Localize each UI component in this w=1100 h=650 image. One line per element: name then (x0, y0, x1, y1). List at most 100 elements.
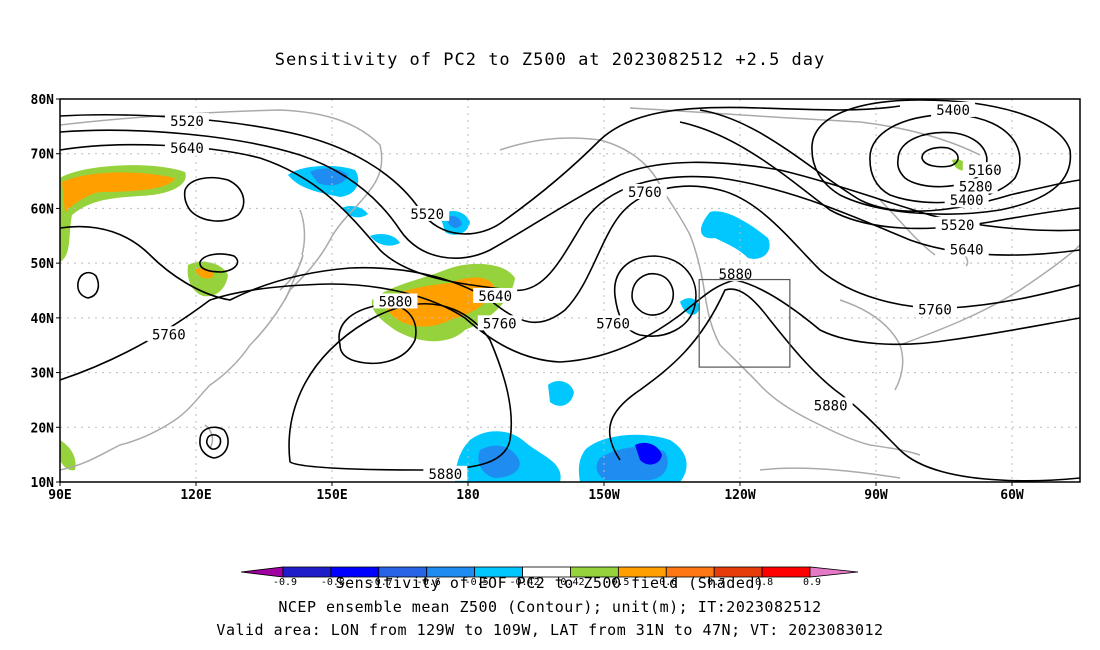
z500-contours (60, 99, 1080, 482)
lat-label: 70N (31, 148, 55, 163)
colorbar-level-label: 0.6 (659, 577, 677, 588)
contour-label: 5520 (941, 218, 975, 234)
lon-label: 120W (724, 488, 755, 503)
lat-label: 60N (31, 202, 55, 217)
contour-label: 5760 (152, 327, 186, 343)
contour-line (60, 129, 1080, 259)
contour-line (77, 271, 100, 299)
shaded-region (478, 445, 520, 478)
contour-label-bg (405, 205, 450, 221)
contour-line (631, 272, 674, 316)
lon-label: 150E (316, 488, 347, 503)
valid-area-box (698, 278, 791, 368)
contour-label-bg (591, 315, 636, 331)
shaded-region (60, 440, 76, 471)
lat-label: 80N (31, 93, 55, 108)
contour-label: 5160 (968, 163, 1002, 179)
lon-axis-labels: 90E 120E 150E 180 150W 120W 90W 60W (48, 482, 1024, 503)
contour-label-bg (622, 184, 667, 200)
contour-label: 5520 (170, 114, 204, 130)
colorbar: -0.9 -0.8 -0.7 -0.6 -0.5 -0.42 0.42 0.5 0.6 0.7 0.… (240, 566, 859, 588)
contour-label-bg (935, 216, 980, 232)
colorbar-level-label: 0.8 (755, 577, 773, 588)
contour-label-bg (713, 266, 758, 282)
coastline (899, 244, 1080, 346)
contour-line (921, 146, 959, 168)
contour-line (60, 185, 1080, 324)
colorbar-level-label: -0.8 (321, 577, 345, 588)
caption-valid-area: Valid area: LON from 129W to 109W, LAT f… (216, 621, 884, 639)
colorbar-level-label: -0.42 (509, 577, 539, 588)
contour-label-bg (808, 397, 853, 413)
contour-label-bg (944, 241, 989, 257)
colorbar-level-label: 0.42 (560, 577, 584, 588)
coastline (759, 467, 901, 479)
plot-frame (59, 98, 1081, 483)
caption-contour: NCEP ensemble mean Z500 (Contour); unit(… (278, 598, 822, 616)
contour-line (699, 109, 1080, 212)
shaded-region (700, 211, 770, 259)
lat-label: 10N (31, 476, 55, 491)
shaded-region (62, 172, 175, 213)
shaded-region (384, 277, 495, 327)
shaded-region (370, 234, 400, 246)
lat-label: 40N (31, 312, 55, 327)
contour-label: 5520 (410, 207, 444, 223)
contour-label: 5640 (950, 242, 984, 258)
contour-label: 5760 (596, 316, 630, 332)
contour-line (199, 253, 239, 273)
coastline (279, 254, 304, 301)
contour-label-bg (944, 192, 989, 208)
coastline (809, 419, 921, 456)
contour-line (869, 113, 1021, 204)
lat-label: 20N (31, 421, 55, 436)
contour-label-bg (953, 178, 998, 194)
contour-line (679, 121, 1080, 230)
contour-label: 5640 (478, 289, 512, 305)
graticule (59, 99, 1080, 482)
contour-label: 5280 (959, 180, 993, 196)
contour-label-bg (146, 326, 191, 342)
colorbar-end-right (809, 566, 859, 578)
contour-label: 5760 (918, 303, 952, 319)
contour-line (811, 99, 1072, 215)
contour-line (60, 279, 1080, 381)
contour-line (199, 426, 229, 459)
contour-label-bg (164, 112, 209, 128)
colorbar-level-label: 0.7 (707, 577, 725, 588)
contour-label: 5880 (379, 294, 413, 310)
caption-shaded: Sensitivity of EOF PC2 to Z500 field (Sh… (335, 574, 765, 592)
contour-label-bg (962, 162, 1007, 178)
shaded-region (446, 216, 462, 228)
contour-label: 5760 (628, 185, 662, 201)
contour-line (288, 303, 513, 471)
contour-line (183, 176, 245, 222)
contour-label-bg (373, 293, 418, 309)
contour-label: 5880 (814, 398, 848, 414)
colorbar-level-label: -0.6 (417, 577, 441, 588)
colorbar-level-label: -0.7 (369, 577, 393, 588)
lon-label: 150W (588, 488, 619, 503)
contour-line (60, 105, 901, 235)
contour-label-bg (423, 465, 468, 481)
contour-label-bg (477, 315, 522, 331)
contour-line (60, 143, 1080, 292)
colorbar-level-label: -0.9 (273, 577, 297, 588)
map-title: Sensitivity of PC2 to Z500 at 2023082512… (274, 50, 826, 70)
contour-label: 5880 (428, 467, 462, 483)
coastline (60, 189, 371, 471)
lat-label: 30N (31, 367, 55, 382)
contour-line (338, 303, 417, 365)
contour-label-bg (931, 101, 976, 117)
contour-label: 5640 (170, 141, 204, 157)
lon-label: 90E (48, 488, 71, 503)
contour-label-bg (473, 287, 518, 303)
coastline (879, 199, 936, 256)
contour-label: 5760 (483, 316, 517, 332)
contour-label: 5400 (950, 193, 984, 209)
coastline (299, 209, 306, 256)
contour-label-layer: 5520564054005160528054005520564057605520… (146, 101, 1007, 483)
shaded-region (187, 261, 228, 297)
colorbar-level-label: -0.5 (465, 577, 489, 588)
